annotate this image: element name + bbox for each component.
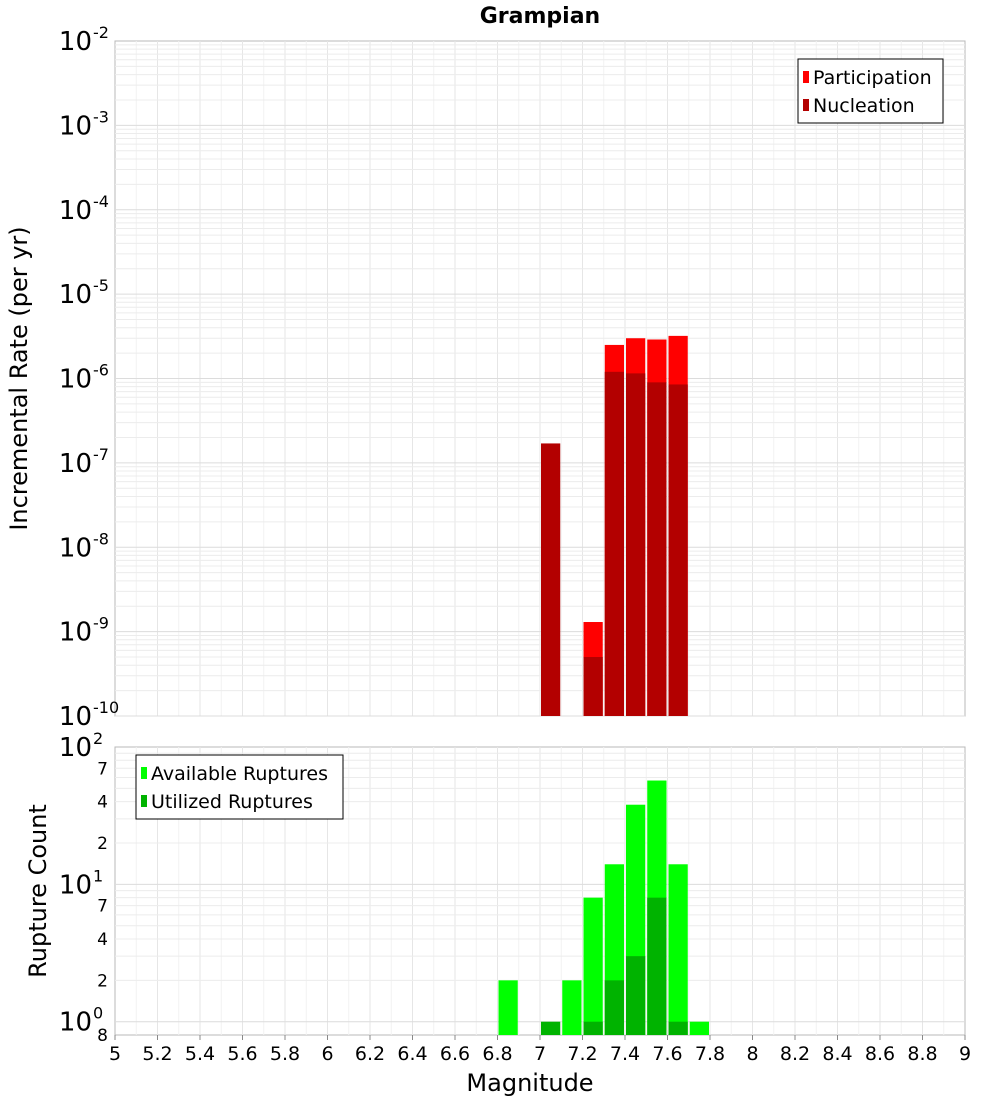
count-legend-swatch: [141, 767, 147, 779]
x-tick-label: 6.6: [440, 1043, 470, 1065]
count-utilized-ruptures-bar: [668, 1021, 688, 1035]
count-available-ruptures-bar: [562, 980, 582, 1035]
rate-bars: [541, 335, 688, 716]
x-tick-label: 7: [534, 1043, 546, 1065]
x-tick-label: 6.8: [482, 1043, 512, 1065]
rate-nucleation-bar: [668, 384, 688, 716]
x-tick-label: 7.4: [610, 1043, 640, 1065]
rate-legend-label: Nucleation: [813, 95, 915, 117]
rate-y-tick-exponent: -9: [93, 614, 109, 633]
rate-y-tick-label: 10: [59, 702, 92, 732]
count-utilized-ruptures-bar: [541, 1021, 561, 1035]
count-y-tick-label: 4: [97, 930, 108, 950]
x-tick-label: 7.2: [567, 1043, 597, 1065]
rate-y-tick-exponent: -4: [93, 192, 109, 211]
rate-y-tick-label: 10: [59, 27, 92, 57]
rate-y-tick-label: 10: [59, 365, 92, 395]
count-y-tick-exponent: 1: [93, 866, 103, 885]
count-y-tick-label: 7: [97, 759, 108, 779]
rate-y-tick-exponent: -6: [93, 361, 109, 380]
chart-title: Grampian: [480, 4, 600, 29]
rate-y-tick-exponent: -10: [93, 698, 119, 717]
count-y-tick-label: 10: [59, 1008, 92, 1038]
count-y-tick-label: 2: [97, 971, 108, 991]
rate-grid: [115, 41, 965, 717]
x-tick-label: 8.2: [780, 1043, 810, 1065]
rate-y-tick-exponent: -8: [93, 529, 109, 548]
rate-nucleation-bar: [541, 443, 561, 716]
rate-legend-swatch: [803, 71, 809, 83]
count-utilized-ruptures-bar: [583, 1021, 603, 1035]
rate-y-tick-exponent: -5: [93, 276, 109, 295]
count-available-ruptures-bar: [498, 980, 518, 1035]
rate-legend-box: [797, 58, 944, 124]
x-tick-label: 7.6: [652, 1043, 682, 1065]
x-tick-label: 8.6: [865, 1043, 895, 1065]
rate-nucleation-bar: [626, 373, 646, 716]
x-tick-label: 6.2: [355, 1043, 385, 1065]
count-utilized-ruptures-bar: [604, 980, 624, 1035]
x-tick-label: 5.8: [270, 1043, 300, 1065]
rate-nucleation-bar: [604, 371, 624, 716]
count-y-tick-label: 2: [97, 834, 108, 854]
rate-y-tick-label: 10: [59, 196, 92, 226]
count-available-ruptures-bar: [668, 864, 688, 1035]
count-available-ruptures-bar: [583, 897, 603, 1035]
x-tick-label: 8.8: [907, 1043, 937, 1065]
rate-y-tick-exponent: -2: [93, 23, 109, 42]
rate-y-axis-label: Incremental Rate (per yr): [5, 226, 33, 530]
x-tick-label: 5.6: [227, 1043, 257, 1065]
count-bars: [498, 780, 709, 1035]
count-y-tick-label: 10: [59, 870, 92, 900]
rate-legend-label: Participation: [813, 67, 932, 89]
count-legend-label: Available Ruptures: [151, 763, 328, 785]
count-y-tick-exponent: 2: [93, 729, 103, 748]
count-legend: Available Ruptures Utilized Ruptures: [135, 754, 344, 820]
x-ticks: 5 5.2 5.4 5.6 5.8 6 6.2 6.4 6.6 6.8 7 7.2 7.4 7.6 7.8 8…: [109, 1035, 971, 1065]
count-available-ruptures-bar: [689, 1021, 709, 1035]
x-tick-label: 5: [109, 1043, 121, 1065]
rate-y-tick-label: 10: [59, 533, 92, 563]
rate-y-tick-exponent: -3: [93, 107, 109, 126]
x-tick-label: 6: [321, 1043, 333, 1065]
count-legend-box: [135, 754, 344, 820]
rate-legend-swatch: [803, 99, 809, 111]
rate-y-tick-exponent: -7: [93, 445, 109, 464]
rate-y-tick-label: 10: [59, 280, 92, 310]
x-tick-label: 9: [959, 1043, 971, 1065]
x-tick-label: 5.2: [142, 1043, 172, 1065]
count-y-tick-label: 7: [97, 897, 108, 917]
x-tick-label: 7.8: [695, 1043, 725, 1065]
count-legend-swatch: [141, 795, 147, 807]
rate-legend: Participation Nucleation: [797, 58, 944, 124]
rate-y-tick-label: 10: [59, 449, 92, 479]
x-tick-label: 5.4: [185, 1043, 215, 1065]
x-tick-label: 8.4: [822, 1043, 852, 1065]
rate-y-tick-label: 10: [59, 111, 92, 141]
x-tick-label: 6.4: [397, 1043, 427, 1065]
count-legend-label: Utilized Ruptures: [151, 791, 313, 813]
count-y-axis-label: Rupture Count: [24, 804, 52, 978]
count-y-tick-label: 10: [59, 733, 92, 763]
rate-nucleation-bar: [583, 657, 603, 716]
count-utilized-ruptures-bar: [647, 897, 667, 1035]
rate-nucleation-bar: [647, 382, 667, 716]
count-y-tick-label: 4: [97, 793, 108, 813]
count-y-tick-label: 8: [97, 1026, 108, 1046]
count-y-tick-exponent: 0: [93, 1004, 103, 1023]
count-utilized-ruptures-bar: [626, 956, 646, 1035]
x-tick-label: 8: [746, 1043, 758, 1065]
x-axis-label: Magnitude: [466, 1069, 593, 1097]
rate-y-tick-label: 10: [59, 618, 92, 648]
